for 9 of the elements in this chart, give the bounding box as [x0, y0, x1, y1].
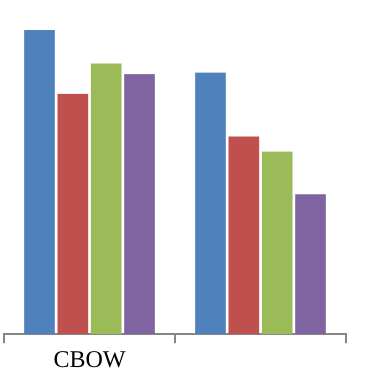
x-tick-label: CBOW [54, 346, 126, 373]
bar [228, 136, 260, 334]
bar [57, 94, 88, 334]
bar [295, 194, 326, 334]
bar [262, 152, 293, 334]
bar [195, 72, 226, 334]
bar [124, 74, 155, 334]
bar [24, 30, 55, 334]
bar [90, 63, 122, 334]
